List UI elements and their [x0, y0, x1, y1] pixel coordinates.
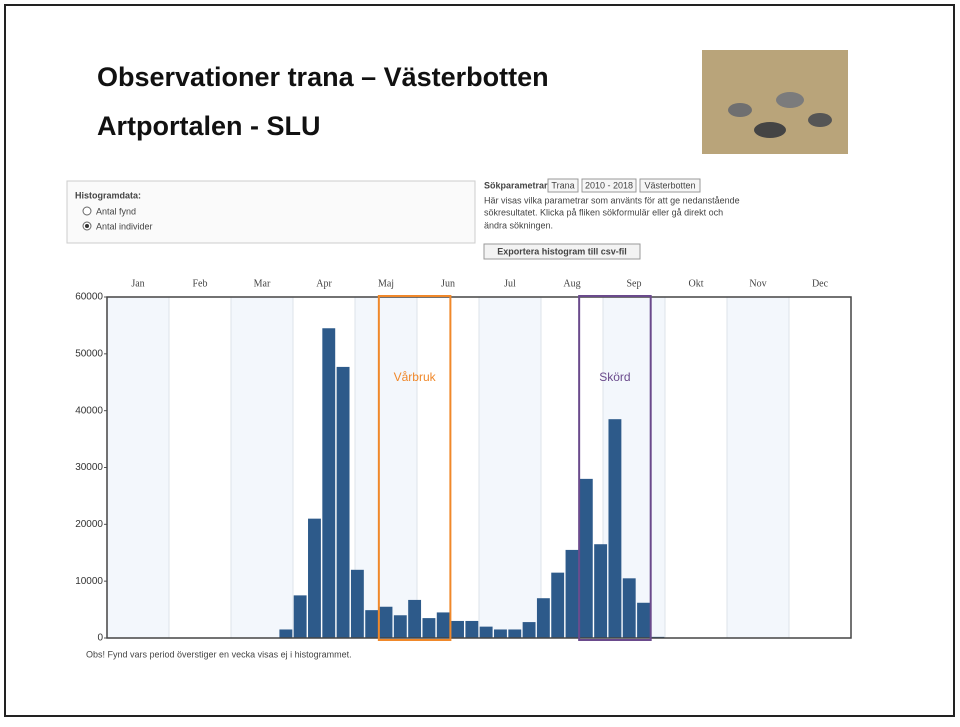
info-link[interactable]: ändra sökningen.	[484, 220, 553, 230]
bar	[436, 612, 450, 638]
month-label: Mar	[254, 278, 271, 289]
y-tick-label: 30000	[75, 462, 103, 473]
bar	[494, 629, 507, 638]
bar	[422, 618, 436, 638]
month-label: Maj	[378, 278, 394, 289]
annotation-box	[578, 295, 652, 641]
param-chip	[639, 178, 701, 193]
bar	[279, 629, 293, 638]
screenshot	[62, 168, 858, 666]
export-button-label: Exportera histogram till csv-fil	[497, 246, 627, 256]
month-label: Aug	[563, 278, 580, 289]
y-tick-label: 10000	[75, 576, 103, 587]
info-text: Här visas vilka parametrar som använts f…	[484, 195, 740, 205]
options-heading: Histogramdata:	[75, 190, 141, 200]
bar	[536, 598, 550, 638]
crane-photo	[702, 50, 848, 154]
bar	[322, 328, 336, 638]
bar	[465, 620, 479, 638]
y-tick-label: 50000	[75, 348, 103, 359]
bar	[551, 572, 565, 638]
param-chip	[547, 178, 579, 193]
info-text: sökresultatet. Klicka på fliken sökformu…	[484, 207, 723, 217]
bar	[336, 366, 350, 638]
bar	[308, 518, 321, 638]
bar	[408, 599, 422, 638]
month-label: Dec	[812, 278, 829, 289]
annotation-label: Vårbruk	[394, 370, 437, 384]
month-label: Jul	[504, 278, 516, 289]
bar	[393, 615, 407, 638]
bar	[479, 626, 493, 638]
param-chip-label: 2010 - 2018	[585, 180, 633, 190]
slide-title: Observationer trana – Västerbotten	[97, 62, 549, 92]
annotation-label: Skörd	[599, 370, 630, 384]
month-label: Okt	[689, 278, 704, 289]
month-band	[355, 297, 417, 638]
bar	[379, 606, 393, 638]
bar	[608, 419, 622, 638]
option-label: Antal fynd	[96, 206, 136, 216]
bar	[579, 478, 593, 638]
search-heading: Sökparametrar:	[484, 180, 551, 190]
bar	[622, 578, 636, 638]
y-tick-label: 40000	[75, 405, 103, 416]
histogram-options	[66, 180, 476, 244]
month-band	[107, 297, 169, 638]
bar	[365, 610, 379, 638]
footnote: Obs! Fynd vars period överstiger en veck…	[86, 649, 352, 659]
bar	[508, 629, 522, 638]
bar	[565, 549, 579, 638]
month-label: Nov	[749, 278, 766, 289]
radio-dot	[85, 224, 89, 228]
bar	[522, 622, 536, 638]
slide-title: Artportalen - SLU	[97, 111, 321, 141]
bar	[451, 620, 464, 638]
param-chip-label: Västerbotten	[644, 180, 695, 190]
month-label: Apr	[316, 278, 332, 289]
export-button[interactable]	[483, 243, 641, 260]
plot-frame	[106, 296, 852, 639]
y-tick-label: 0	[97, 633, 103, 644]
bar	[350, 569, 364, 638]
bar	[637, 602, 650, 638]
bar	[594, 544, 608, 638]
option-label: Antal individer	[96, 221, 153, 231]
y-tick-label: 60000	[75, 292, 103, 303]
month-band	[727, 297, 789, 638]
month-band	[231, 297, 293, 638]
bar	[293, 595, 307, 638]
annotation-box	[377, 295, 452, 641]
radio[interactable]	[82, 206, 92, 216]
month-label: Jan	[131, 278, 144, 289]
month-label: Jun	[441, 278, 455, 289]
month-band	[479, 297, 541, 638]
param-chip	[581, 178, 637, 193]
month-label: Sep	[627, 278, 642, 289]
month-label: Feb	[193, 278, 208, 289]
param-chip-label: Trana	[551, 180, 574, 190]
y-tick-label: 20000	[75, 519, 103, 530]
